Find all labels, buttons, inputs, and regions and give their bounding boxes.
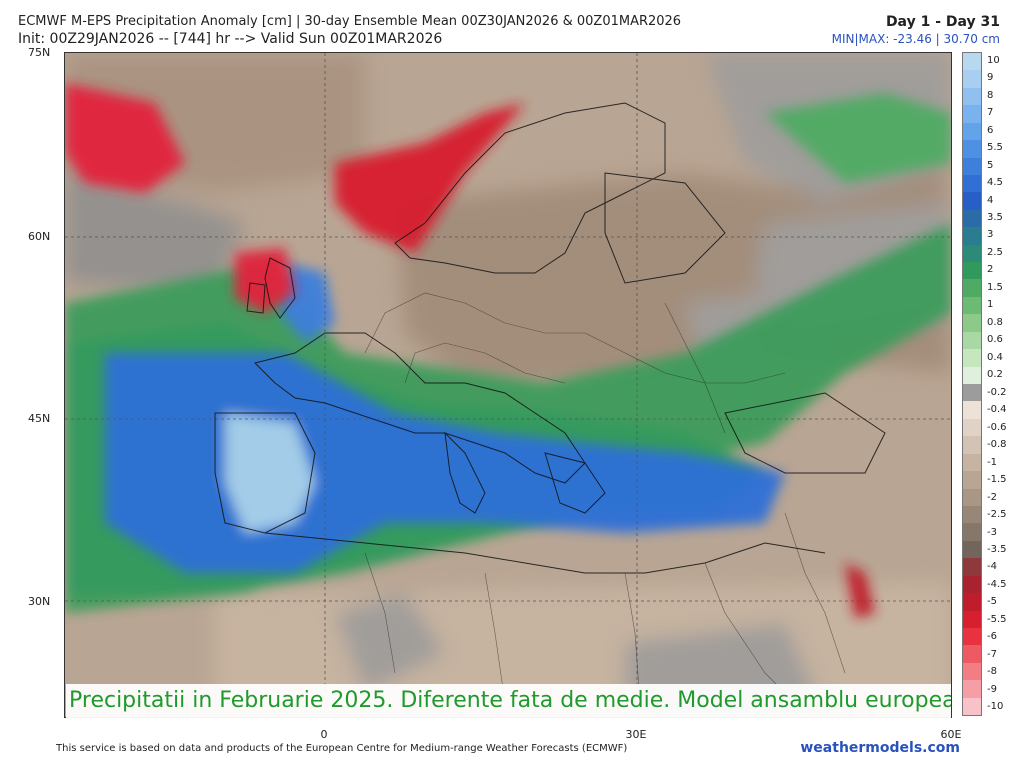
color-scale-label: 9 [987,72,994,84]
color-scale-cell [963,662,981,681]
ecmwf-attribution: This service is based on data and produc… [56,743,628,754]
color-scale-label: 4.5 [987,177,1003,189]
color-scale-label: -0.8 [987,439,1007,451]
min-max-label: MIN|MAX: -23.46 | 30.70 cm [831,32,1000,46]
color-scale-cell [963,244,981,263]
color-scale-label: 3 [987,229,994,241]
color-scale-label: -3.5 [987,544,1007,555]
color-scale-cell [963,418,981,437]
color-scale-cell [963,471,981,489]
color-scale-label: 7 [987,107,994,119]
color-scale-label: 2 [987,264,994,276]
color-scale-cell [963,349,981,367]
color-scale-cell [963,174,981,193]
color-scale-cell [963,331,981,350]
color-scale-cell [963,610,981,628]
color-scale-label: -4.5 [987,578,1007,590]
color-scale-cell [963,505,981,524]
color-scale-cell [963,140,981,158]
color-scale-label: -0.6 [987,421,1007,433]
lat-label-75n: 75N [28,46,51,59]
color-scale-label: -0.4 [987,404,1007,416]
lat-label-60n: 60N [28,230,51,243]
color-scale-cell [963,523,981,541]
color-scale-cell [963,209,981,228]
color-scale-cell [963,227,981,245]
color-scale-cell [963,645,981,663]
color-scale-label: 0.2 [987,369,1003,381]
color-scale-cell [963,697,981,716]
color-scale-cell [963,105,981,123]
color-scale-cell [963,262,981,280]
color-scale-label: 0.4 [987,351,1003,363]
color-scale-cell [963,436,981,454]
color-scale-label: 8 [987,89,994,101]
lon-label-60e: 60E [940,728,962,741]
day-range-label: Day 1 - Day 31 [885,14,1000,30]
brand-link[interactable]: weathermodels.com [800,740,960,756]
color-scale-cell [963,296,981,315]
precipitation-anomaly-map[interactable] [64,52,952,718]
color-scale-label: -4 [987,561,997,573]
lat-label-45n: 45N [28,412,51,425]
color-scale-cell [963,70,981,88]
color-scale-label: -1 [987,456,997,468]
color-scale-label: 5 [987,159,994,171]
color-scale-label: -10 [987,701,1004,713]
color-scale-cell [963,680,981,698]
map-caption: Precipitatii in Februarie 2025. Diferent… [66,684,951,718]
color-scale-cell [963,366,981,385]
color-scale-label: 5.5 [987,142,1003,154]
color-scale-label: 2.5 [987,246,1003,258]
color-scale-label: -7 [987,648,997,660]
color-scale-cell [963,627,981,646]
map-title: ECMWF M-EPS Precipitation Anomaly [cm] |… [18,14,682,29]
color-scale-label: 0.6 [987,334,1003,346]
color-scale-label: 3.5 [987,212,1003,223]
color-scale-cell [963,314,981,332]
color-scale-label: 6 [987,124,994,136]
color-scale-cell [963,575,981,594]
color-scale-cell [963,279,981,297]
color-scale-label: -5.5 [987,613,1007,625]
color-scale-label: -2 [987,491,997,503]
init-valid-line: Init: 00Z29JAN2026 -- [744] hr --> Valid… [18,31,443,47]
color-scale-cell [963,122,981,141]
color-scale-cell [963,488,981,506]
color-scale-cell [963,53,981,71]
color-scale-label: 0.8 [987,316,1003,328]
color-scale-label: -0.2 [987,386,1007,398]
color-scale-label: -1.5 [987,474,1007,486]
color-scale-label: 1.5 [987,281,1003,293]
color-scale-label: 1 [987,299,994,311]
color-scale-bar [962,52,982,716]
color-scale-cell [963,192,981,210]
color-scale-cell [963,558,981,576]
color-scale-label: -5 [987,596,997,608]
color-scale-cell [963,157,981,175]
lat-label-30n: 30N [28,595,51,608]
color-scale-cell [963,384,981,402]
color-scale-label: -6 [987,631,997,643]
color-scale-label: -9 [987,683,997,695]
lon-label-0: 0 [320,728,328,741]
color-scale-cell [963,87,981,106]
lon-label-30e: 30E [625,728,647,741]
color-scale-cell [963,540,981,559]
color-scale-label: -8 [987,666,997,678]
color-scale-label: -2.5 [987,509,1007,521]
color-scale-label: -3 [987,526,997,538]
color-scale-label: 10 [987,54,1000,66]
color-scale-cell [963,453,981,472]
color-scale-cell [963,593,981,611]
color-scale-cell [963,401,981,419]
color-scale-label: 4 [987,194,994,206]
